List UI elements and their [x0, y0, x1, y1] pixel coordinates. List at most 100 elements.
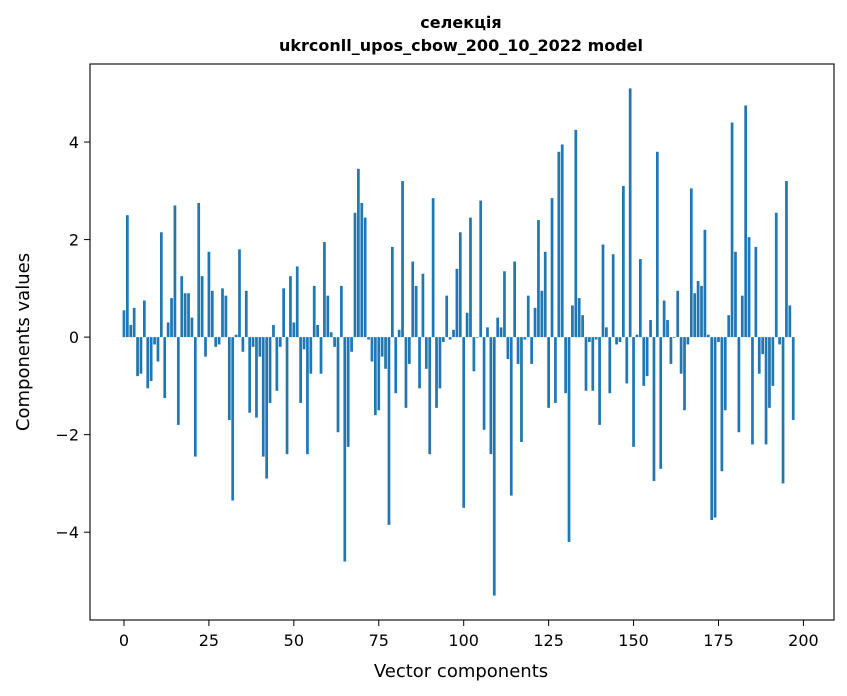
bar [261, 337, 265, 457]
bar [176, 337, 180, 425]
bar [533, 307, 537, 338]
bar [469, 217, 472, 338]
bar [407, 337, 411, 364]
bar [452, 329, 455, 338]
bar [122, 310, 126, 338]
bar [210, 290, 214, 338]
bar [761, 337, 765, 355]
x-tick-label: 100 [448, 631, 479, 650]
bar [740, 295, 744, 338]
bar [278, 337, 282, 347]
bar [768, 337, 771, 408]
bar [774, 212, 778, 338]
bar [367, 337, 370, 340]
bar [411, 261, 415, 338]
bar [635, 334, 639, 338]
bar [282, 288, 285, 338]
bar [357, 168, 360, 338]
bar [455, 268, 459, 338]
bar [723, 337, 727, 411]
bars-group [122, 88, 795, 596]
bar [391, 246, 394, 338]
bar [380, 337, 384, 357]
y-tick-label: 2 [69, 231, 79, 250]
bar [438, 337, 442, 389]
bar [146, 337, 150, 389]
bar [791, 337, 795, 421]
bar [788, 305, 792, 338]
bar [397, 329, 401, 338]
bar [754, 246, 758, 338]
bar [401, 181, 404, 338]
bar [479, 200, 483, 338]
bar [734, 251, 737, 338]
bar [672, 337, 676, 338]
bar [475, 337, 479, 338]
bar [248, 337, 252, 413]
bar [241, 337, 245, 352]
bar [193, 337, 197, 457]
bar [292, 322, 296, 338]
y-tick-label: −2 [55, 426, 79, 445]
bar [581, 315, 584, 338]
bar [567, 337, 571, 542]
bar [143, 300, 146, 338]
bar [173, 205, 177, 338]
bar [577, 298, 581, 338]
bar [285, 337, 289, 455]
bar [159, 232, 163, 338]
bar [513, 261, 517, 338]
bar [336, 337, 340, 433]
bar [598, 337, 601, 425]
bar [428, 337, 432, 455]
bar [703, 229, 707, 338]
bar [632, 337, 635, 447]
bar [492, 337, 496, 596]
bar [360, 203, 364, 338]
bar [666, 320, 669, 338]
bar [435, 337, 438, 408]
bar [370, 337, 374, 362]
bar [214, 337, 218, 347]
bar [645, 337, 649, 377]
bar [659, 337, 663, 469]
x-tick-label: 175 [703, 631, 734, 650]
x-tick-label: 125 [533, 631, 564, 650]
bar [530, 337, 533, 364]
bar [526, 295, 530, 338]
bar [377, 337, 381, 411]
bar [744, 105, 748, 338]
bar [244, 290, 248, 338]
bar [747, 237, 751, 338]
bar [642, 337, 646, 386]
bar [374, 337, 377, 416]
bar [486, 327, 489, 338]
bar [295, 266, 299, 338]
bar [163, 337, 167, 399]
bar [404, 337, 408, 408]
bar [706, 334, 710, 338]
x-tick-label: 25 [199, 631, 219, 650]
bar [227, 337, 231, 421]
bar [350, 337, 353, 352]
bar [319, 337, 323, 374]
bar [496, 317, 500, 338]
bar [149, 337, 153, 382]
bar [275, 337, 279, 391]
y-axis-ticks: −4 −2 0 2 4 [55, 133, 90, 542]
bar [126, 215, 129, 338]
bar [537, 220, 540, 338]
bar [166, 322, 170, 338]
bar [499, 327, 503, 338]
bar [353, 212, 357, 338]
bar [594, 337, 598, 340]
bar [710, 337, 714, 521]
bar [441, 337, 445, 342]
bar [557, 151, 561, 338]
bar [655, 151, 659, 338]
bar [204, 337, 207, 357]
bar [669, 337, 673, 364]
bar [448, 337, 452, 340]
bar [737, 337, 741, 433]
bar [190, 317, 194, 338]
